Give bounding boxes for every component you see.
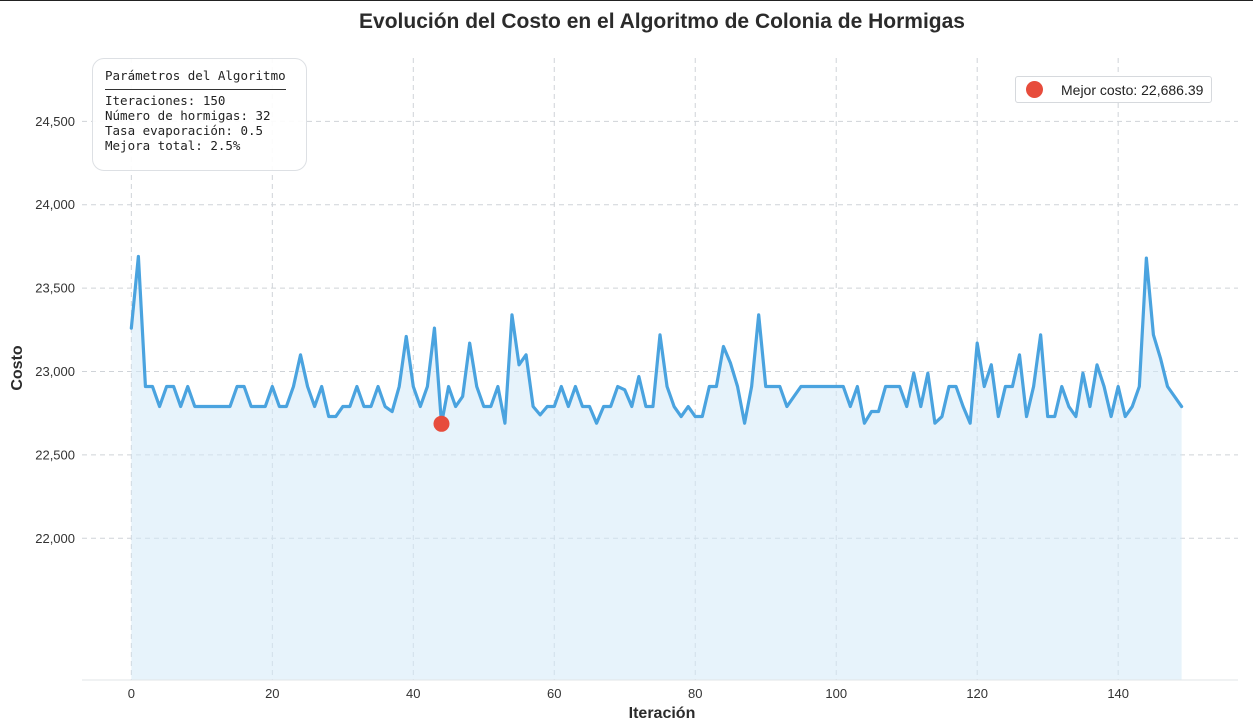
legend-label: Mejor costo: 22,686.39 xyxy=(1061,81,1204,98)
y-tick-label: 24,000 xyxy=(35,197,75,212)
series-line-layer xyxy=(129,254,1184,432)
y-tick-label: 22,000 xyxy=(35,531,75,546)
y-axis-title: Costo xyxy=(9,345,26,391)
param-improvement: Mejora total: 2.5% xyxy=(105,138,241,153)
param-iterations: Iteraciones: 150 xyxy=(105,93,226,108)
parameters-box: Parámetros del Algoritmo Iteraciones: 15… xyxy=(92,58,307,171)
legend-marker-icon xyxy=(1026,81,1043,98)
x-tick-label: 120 xyxy=(966,686,988,701)
best-cost-point xyxy=(433,415,450,432)
param-evaporation: Tasa evaporación: 0.5 xyxy=(105,123,264,138)
x-tick-label: 0 xyxy=(128,686,135,701)
area-fill xyxy=(131,256,1182,680)
x-tick-label: 40 xyxy=(406,686,420,701)
x-tick-label: 140 xyxy=(1107,686,1129,701)
x-tick-label: 80 xyxy=(688,686,702,701)
chart-title: Evolución del Costo en el Algoritmo de C… xyxy=(359,10,965,33)
area-fill-layer xyxy=(131,256,1182,680)
y-tick-label: 23,500 xyxy=(35,281,75,296)
legend: Mejor costo: 22,686.39 xyxy=(1015,76,1213,103)
param-ants: Número de hormigas: 32 xyxy=(105,108,271,123)
tick-labels: 0 20 40 60 80 100 120 140 22,000 22,500 23,000 23,5… xyxy=(35,114,1129,701)
x-axis-title: Iteración xyxy=(629,705,696,722)
parameters-title: Parámetros del Algoritmo xyxy=(105,68,286,90)
series-line xyxy=(129,254,1184,426)
x-tick-label: 100 xyxy=(825,686,847,701)
y-tick-label: 22,500 xyxy=(35,447,75,462)
x-tick-label: 20 xyxy=(265,686,279,701)
y-tick-label: 24,500 xyxy=(35,114,75,129)
y-tick-label: 23,000 xyxy=(35,364,75,379)
x-tick-label: 60 xyxy=(547,686,561,701)
top-border xyxy=(0,0,1253,1)
